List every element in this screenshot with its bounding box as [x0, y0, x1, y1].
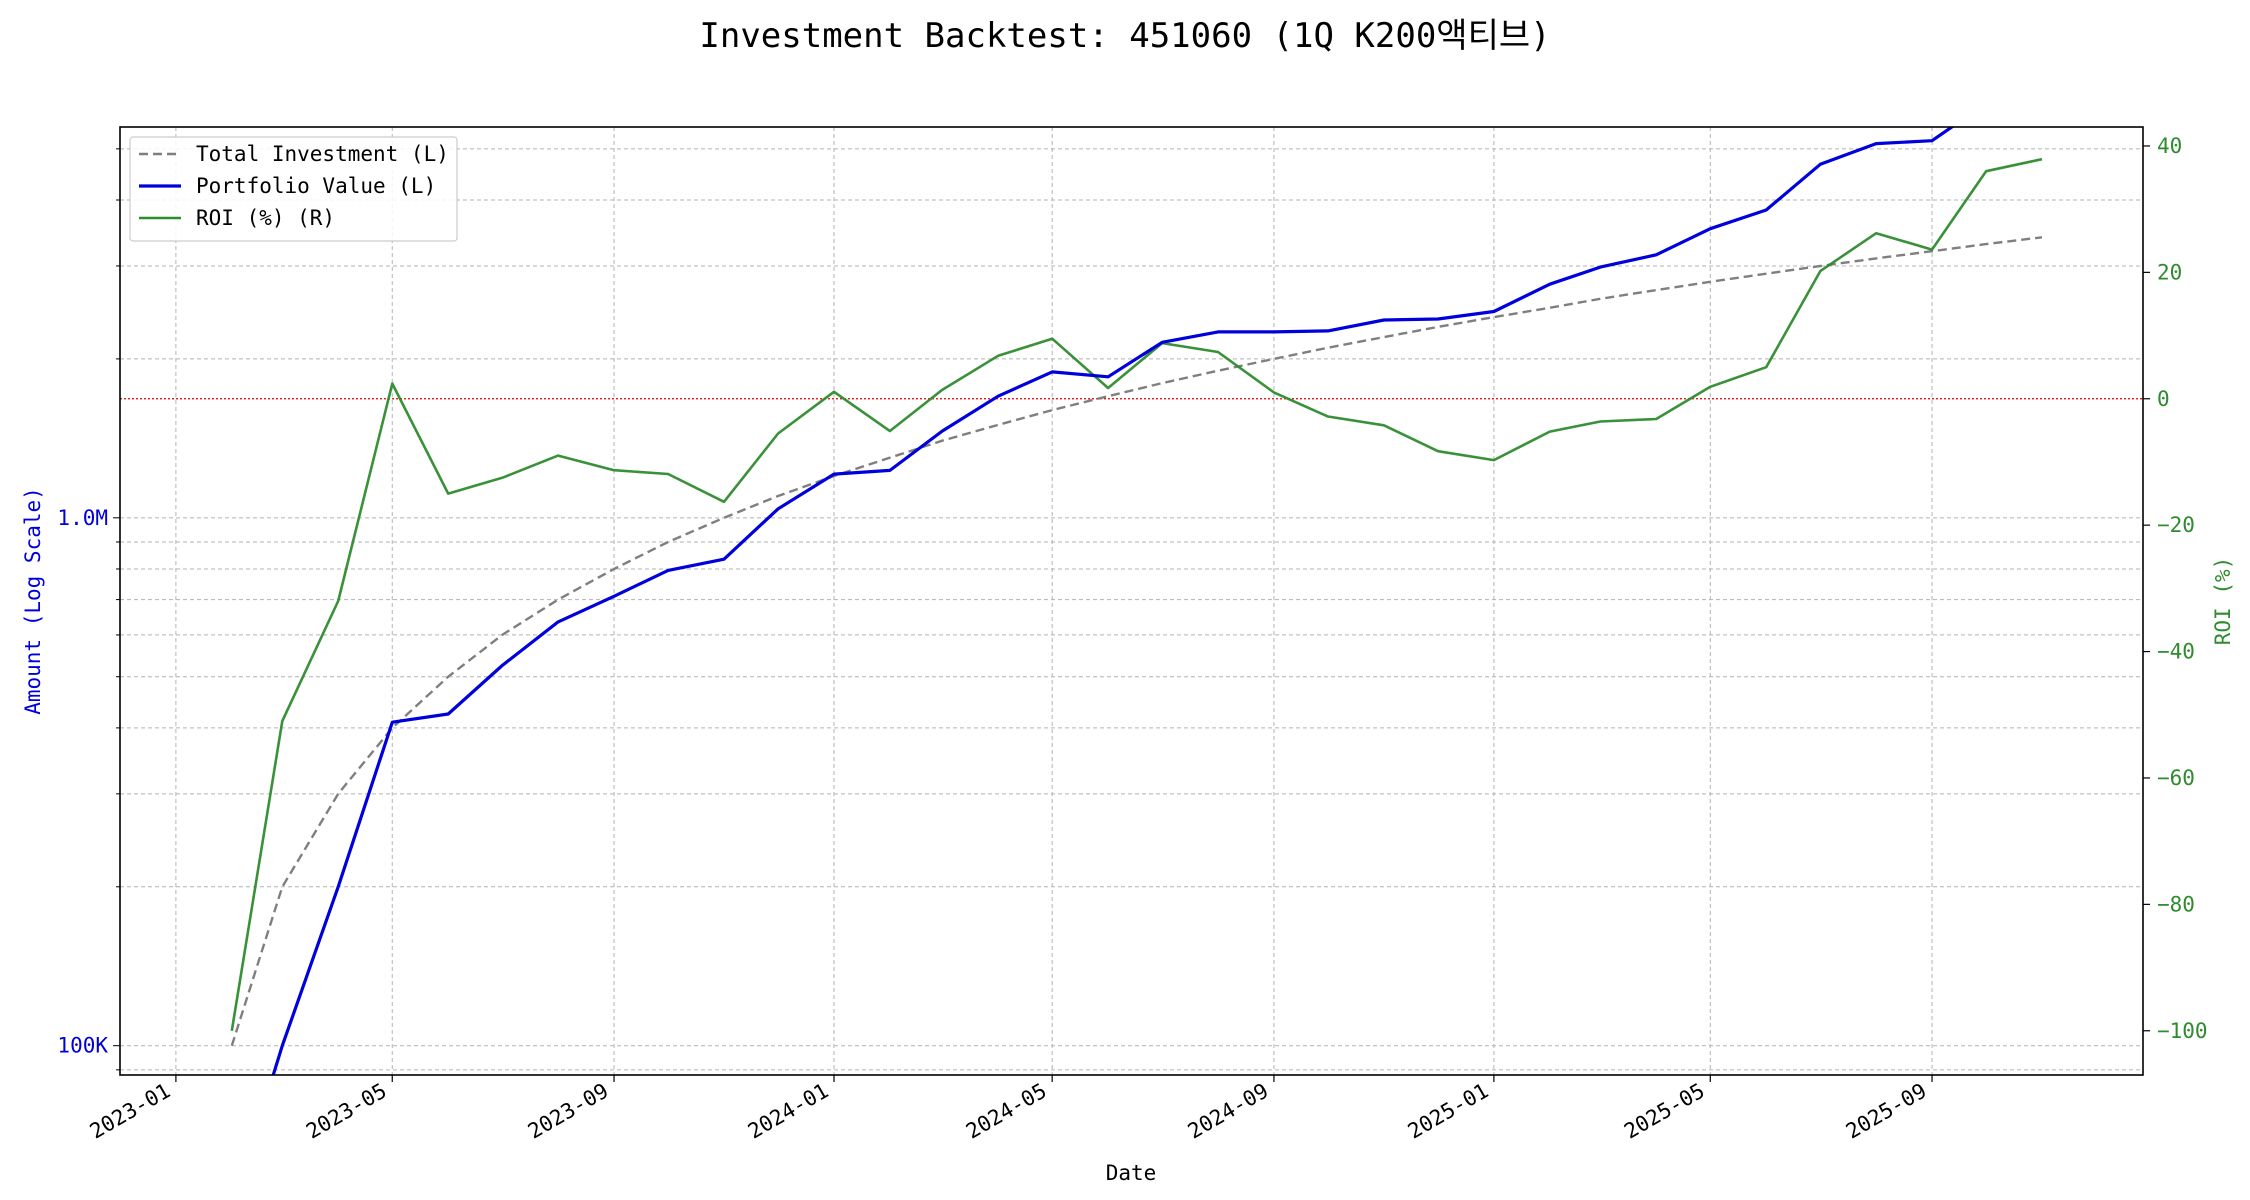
right-y-tick-label: −40	[2157, 640, 2195, 664]
right-y-axis-label: ROI (%)	[2211, 557, 2235, 646]
legend-label: Portfolio Value (L)	[196, 174, 436, 198]
series-group	[230, 127, 2043, 1075]
left-y-tick-label: 1.0M	[57, 506, 108, 530]
legend: Total Investment (L) Portfolio Value (L) R…	[129, 136, 458, 242]
series-line-portfolio-value-l	[271, 127, 1955, 1075]
right-y-tick-label: −80	[2157, 892, 2195, 916]
series-line-roi-r	[230, 157, 2043, 1032]
legend-label: Total Investment (L)	[196, 142, 449, 166]
left-y-tick-label: 100K	[57, 1034, 108, 1058]
legend-label: ROI (%) (R)	[196, 206, 335, 230]
right-y-tick-label: −60	[2157, 766, 2195, 790]
series-line-total-investment-l	[230, 236, 2043, 1047]
right-y-tick-label: 20	[2157, 260, 2182, 284]
plot-frame	[119, 126, 2144, 1076]
chart-title: Investment Backtest: 451060 (1Q K200액티브)	[699, 16, 1550, 56]
right-y-tick-label: −100	[2157, 1019, 2208, 1043]
right-y-tick-label: 0	[2157, 387, 2170, 411]
legend-box	[129, 136, 458, 242]
left-y-axis-label: Amount (Log Scale)	[21, 487, 45, 715]
grid	[120, 127, 2143, 1075]
x-axis-label: Date	[1106, 1161, 1157, 1185]
right-y-tick-label: 40	[2157, 134, 2182, 158]
right-y-tick-label: −20	[2157, 513, 2195, 537]
